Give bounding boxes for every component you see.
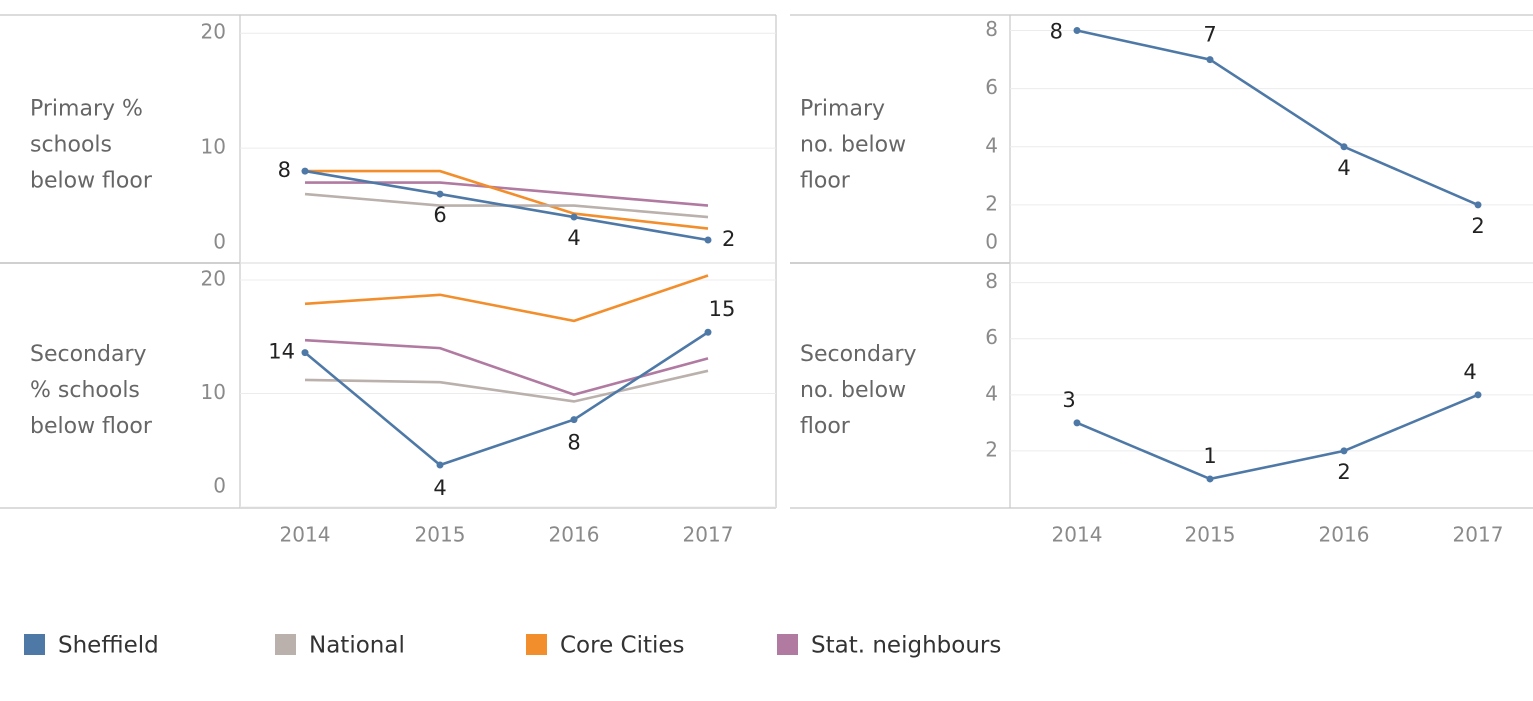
data-label: 2 [1471, 214, 1484, 238]
data-label: 2 [722, 227, 735, 251]
data-label: 2 [1337, 460, 1350, 484]
data-label: 8 [278, 158, 291, 182]
data-point [301, 167, 309, 175]
legend-label: Stat. neighbours [811, 633, 1001, 659]
series-line [304, 369, 709, 403]
data-point [1474, 391, 1482, 399]
y-tick-label: 10 [201, 380, 226, 404]
y-tick-label: 8 [985, 17, 998, 41]
data-point [570, 213, 578, 221]
data-point [301, 349, 309, 357]
data-label: 6 [433, 203, 446, 227]
data-label: 4 [1463, 360, 1476, 384]
y-axis-label: below floor [30, 169, 153, 194]
data-label: 7 [1203, 23, 1216, 47]
x-tick-label: 2017 [1453, 523, 1504, 547]
y-axis-label: Secondary [30, 342, 147, 367]
y-axis-label: below floor [30, 414, 153, 439]
data-point [1474, 201, 1482, 209]
data-label: 4 [433, 476, 446, 500]
series-line [305, 169, 709, 230]
data-label: 4 [567, 226, 580, 250]
data-point [1340, 143, 1348, 151]
series-line [305, 181, 709, 207]
data-point [570, 416, 578, 424]
data-label: 1 [1203, 444, 1216, 468]
series-line [1076, 393, 1479, 481]
data-point [1206, 475, 1214, 483]
legend-label: Core Cities [560, 633, 685, 659]
x-tick-label: 2016 [1319, 523, 1370, 547]
y-axis-label: Primary % [30, 97, 143, 122]
x-tick-label: 2014 [280, 523, 331, 547]
data-point [1340, 447, 1348, 455]
y-axis-label: no. below [800, 378, 906, 403]
y-axis-label: Primary [800, 97, 885, 122]
x-tick-label: 2015 [415, 523, 466, 547]
data-label: 8 [567, 431, 580, 455]
y-axis-label: floor [800, 414, 851, 439]
y-tick-label: 2 [985, 437, 998, 461]
y-tick-label: 20 [201, 20, 226, 44]
legend-swatch [526, 634, 547, 655]
series-line [304, 274, 709, 323]
y-axis-label: floor [800, 169, 851, 194]
data-label: 15 [709, 297, 736, 321]
x-tick-label: 2017 [683, 523, 734, 547]
y-tick-label: 6 [985, 325, 998, 349]
data-point [1206, 56, 1214, 64]
legend-swatch [24, 634, 45, 655]
legend-label: National [309, 633, 405, 659]
y-axis-label: schools [30, 133, 112, 158]
y-tick-label: 10 [201, 135, 226, 159]
series-line [304, 338, 709, 397]
x-tick-label: 2015 [1185, 523, 1236, 547]
data-label: 3 [1062, 388, 1075, 412]
data-point [1073, 27, 1081, 35]
x-tick-label: 2014 [1052, 523, 1103, 547]
y-axis-label: no. below [800, 133, 906, 158]
y-tick-label: 0 [985, 230, 998, 254]
y-tick-label: 6 [985, 75, 998, 99]
data-point [704, 236, 712, 244]
legend-label: Sheffield [58, 633, 159, 659]
y-tick-label: 8 [985, 269, 998, 293]
legend-swatch [777, 634, 798, 655]
series-line [304, 169, 709, 242]
x-tick-label: 2016 [549, 523, 600, 547]
data-point [704, 328, 712, 336]
data-point [436, 190, 444, 198]
y-axis-label: % schools [30, 378, 140, 403]
y-tick-label: 2 [985, 191, 998, 215]
data-point [1073, 419, 1081, 427]
legend-swatch [275, 634, 296, 655]
data-label: 14 [268, 340, 295, 364]
data-label: 4 [1337, 156, 1350, 180]
y-tick-label: 4 [985, 133, 998, 157]
data-point [436, 461, 444, 469]
y-axis-label: Secondary [800, 342, 917, 367]
data-label: 8 [1050, 20, 1063, 44]
y-tick-label: 20 [201, 267, 226, 291]
y-tick-label: 0 [213, 230, 226, 254]
y-tick-label: 4 [985, 381, 998, 405]
y-tick-label: 0 [213, 474, 226, 498]
series-line [1076, 29, 1479, 207]
series-line [304, 331, 709, 467]
